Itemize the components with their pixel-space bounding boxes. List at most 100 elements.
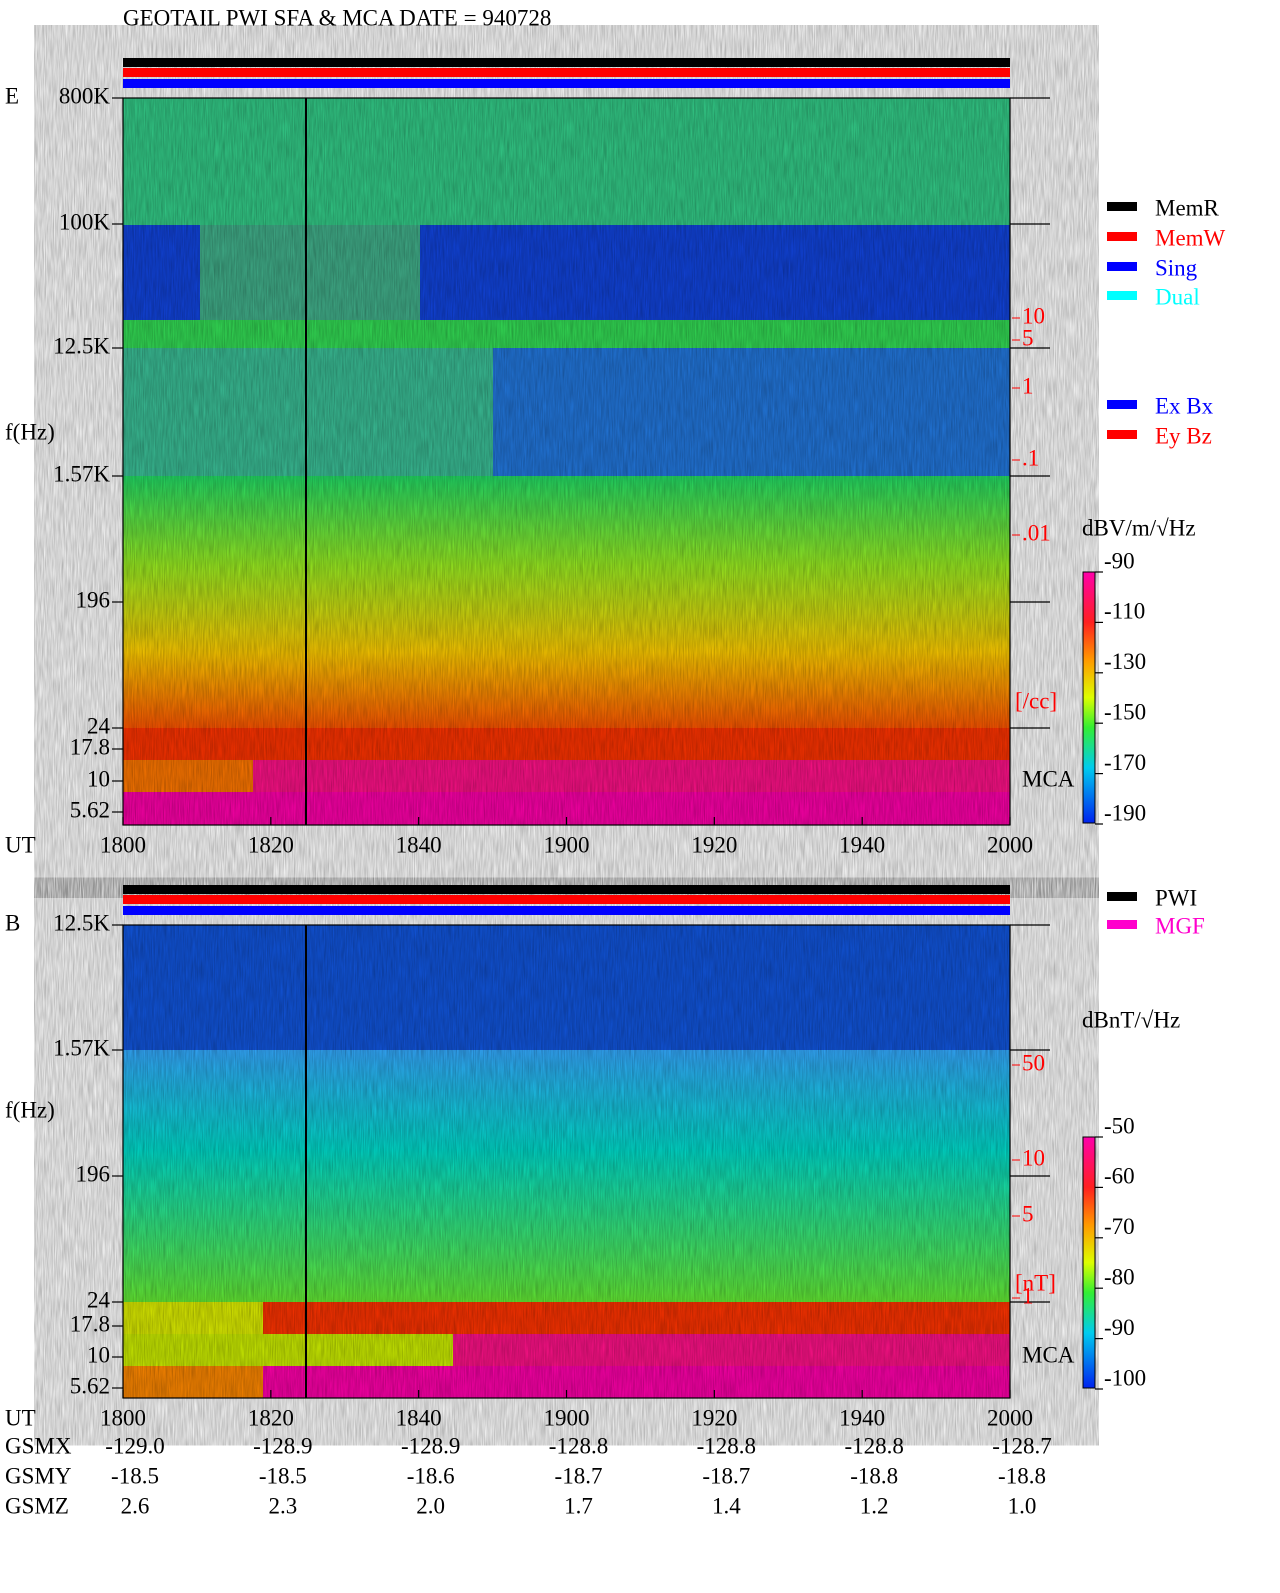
orbit-label: GSMZ: [5, 1493, 69, 1518]
x-axis-label: UT: [5, 1405, 36, 1430]
colorbar-tick-label: -50: [1104, 1113, 1135, 1138]
density-tick-label: 5: [1022, 1201, 1034, 1226]
orbit-value: 1.7: [564, 1493, 593, 1518]
density-unit: [/cc]: [1015, 688, 1057, 713]
colorbar-tick-label: -90: [1104, 1315, 1135, 1340]
legend-label: Ex Bx: [1155, 393, 1214, 418]
legend-label: Sing: [1155, 255, 1198, 280]
orbit-value: 1.4: [712, 1493, 741, 1518]
x-tick-label: 2000: [987, 1405, 1033, 1430]
x-tick-label: 1940: [839, 1405, 885, 1430]
legend-label: MGF: [1155, 913, 1205, 938]
x-tick-label: 1820: [248, 832, 294, 857]
y-tick-label: 24: [87, 1287, 111, 1312]
y-tick-label: 1.57K: [53, 461, 110, 486]
orbit-value: -18.8: [850, 1463, 898, 1488]
orbit-value: 1.2: [860, 1493, 889, 1518]
x-tick-label: 1940: [839, 832, 885, 857]
orbit-label: GSMX: [5, 1433, 72, 1458]
legend-swatch: [1107, 920, 1137, 929]
y-tick-label: 5.62: [70, 1373, 110, 1398]
orbit-value: -18.8: [998, 1463, 1046, 1488]
y-tick-label: 196: [76, 587, 111, 612]
legend-swatch: [1107, 202, 1137, 211]
y-tick-label: 100K: [59, 209, 111, 234]
orbit-value: -128.9: [253, 1433, 312, 1458]
colorbar-tick-label: -90: [1104, 548, 1135, 573]
colorbar-tick-label: -150: [1104, 699, 1146, 724]
legend-swatch: [1107, 400, 1137, 409]
orbit-value: -128.8: [549, 1433, 608, 1458]
colorbar-unit: dBnT/√Hz: [1082, 1007, 1180, 1032]
orbit-value: -18.5: [111, 1463, 159, 1488]
x-tick-label: 1920: [691, 832, 737, 857]
legend-label: Dual: [1155, 284, 1200, 309]
legend-swatch: [1107, 291, 1137, 300]
status-bars: [123, 58, 1010, 915]
orbit-value: -128.8: [697, 1433, 756, 1458]
density-tick-label: .01: [1022, 520, 1051, 545]
x-tick-label: 1920: [691, 1405, 737, 1430]
y-tick-label: 12.5K: [53, 910, 110, 935]
orbit-value: -18.7: [702, 1463, 750, 1488]
density-unit: [nT]: [1015, 1270, 1056, 1295]
orbit-value: -18.5: [259, 1463, 307, 1488]
orbit-value: -128.8: [844, 1433, 903, 1458]
legend-swatch: [1107, 232, 1137, 241]
y-tick-label: 196: [76, 1161, 111, 1186]
x-tick-label: 1820: [248, 1405, 294, 1430]
orbit-value: 2.0: [416, 1493, 445, 1518]
legend-swatch: [1107, 430, 1137, 439]
x-tick-label: 1840: [396, 1405, 442, 1430]
x-tick-label: 1840: [396, 832, 442, 857]
y-tick-label: 10: [87, 766, 110, 791]
colorbar-tick-label: -100: [1104, 1365, 1146, 1390]
density-tick-label: 1: [1022, 1283, 1034, 1308]
orbit-label: GSMY: [5, 1463, 72, 1488]
y-tick-label: 17.8: [70, 1311, 110, 1336]
density-tick-label: 10: [1022, 303, 1045, 328]
legend-label: PWI: [1155, 885, 1197, 910]
y-axis-label: f(Hz): [5, 419, 55, 444]
y-tick-label: 12.5K: [53, 333, 110, 358]
orbit-value: -129.0: [105, 1433, 164, 1458]
y-tick-label: 10: [87, 1342, 110, 1367]
colorbar-unit: dBV/m/√Hz: [1082, 515, 1196, 540]
density-tick-label: .1: [1022, 445, 1039, 470]
legend-label: MemR: [1155, 195, 1220, 220]
orbit-value: -18.7: [555, 1463, 603, 1488]
density-tick-label: 5: [1022, 325, 1034, 350]
x-tick-label: 1800: [100, 832, 146, 857]
legend-label: MemW: [1155, 225, 1226, 250]
y-axis-label: f(Hz): [5, 1097, 55, 1122]
legend-swatch: [1107, 262, 1137, 271]
y-tick-label: 17.8: [70, 734, 110, 759]
density-tick-label: 10: [1022, 1145, 1045, 1170]
x-tick-label: 1900: [544, 832, 590, 857]
panel-label: E: [5, 83, 19, 108]
mca-label: MCA: [1022, 1342, 1075, 1367]
density-tick-label: 1: [1022, 373, 1034, 398]
orbit-value: 1.0: [1008, 1493, 1037, 1518]
legend-swatch: [1107, 892, 1137, 901]
y-tick-label: 800K: [59, 83, 111, 108]
colorbar-tick-label: -70: [1104, 1214, 1135, 1239]
orbit-value: 2.3: [268, 1493, 297, 1518]
spectrogram-e: [123, 98, 1010, 825]
mca-label: MCA: [1022, 766, 1075, 791]
x-tick-label: 2000: [987, 832, 1033, 857]
legend-label: Ey Bz: [1155, 423, 1212, 448]
y-tick-label: 1.57K: [53, 1035, 110, 1060]
orbit-value: -128.7: [992, 1433, 1051, 1458]
colorbar-tick-label: -130: [1104, 649, 1146, 674]
colorbar-tick-label: -170: [1104, 750, 1146, 775]
colorbar-tick-label: -60: [1104, 1164, 1135, 1189]
x-axis-label: UT: [5, 832, 36, 857]
panel-label: B: [5, 910, 20, 935]
y-tick-label: 5.62: [70, 797, 110, 822]
orbit-value: -18.6: [407, 1463, 455, 1488]
orbit-value: 2.6: [121, 1493, 150, 1518]
x-tick-label: 1800: [100, 1405, 146, 1430]
density-tick-label: 50: [1022, 1050, 1045, 1075]
